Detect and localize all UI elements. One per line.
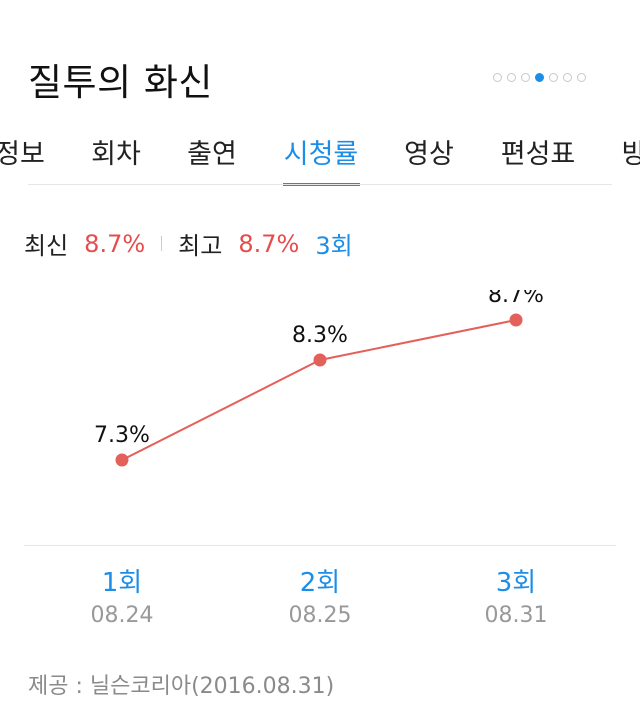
data-label: 7.3% (94, 423, 150, 448)
tab-videos[interactable]: 영상 (404, 139, 454, 170)
broadcast-date: 08.31 (484, 603, 548, 628)
x-category[interactable]: 2회 08.25 (260, 562, 380, 628)
tab-bar: 정보 회차 출연 시청률 영상 편성표 방 (0, 128, 640, 186)
data-source: 제공 : 닐슨코리아(2016.08.31) (28, 674, 335, 699)
page-indicator (493, 73, 586, 82)
summary-separator (161, 236, 163, 251)
episode-label[interactable]: 2회 (299, 568, 341, 598)
data-point[interactable] (509, 313, 523, 327)
x-category[interactable]: 1회 08.24 (62, 562, 182, 628)
ratings-summary: 최신 8.7% 최고 8.7% 3회 (24, 226, 353, 261)
data-point[interactable] (313, 353, 327, 367)
tab-episodes[interactable]: 회차 (91, 139, 141, 170)
tabs-divider (28, 184, 612, 185)
latest-label: 최신 (24, 232, 69, 260)
program-title: 질투의 화신 (28, 61, 213, 104)
tab-cast[interactable]: 출연 (187, 139, 237, 170)
page-dot[interactable] (563, 73, 572, 82)
highest-value: 8.7% (238, 229, 300, 258)
data-label: 8.3% (292, 323, 348, 348)
data-point[interactable] (115, 453, 129, 467)
tab-ratings[interactable]: 시청률 (283, 139, 359, 170)
episode-label[interactable]: 3회 (495, 568, 537, 598)
page-dot[interactable] (521, 73, 530, 82)
episode-label[interactable]: 1회 (101, 568, 143, 598)
broadcast-date: 08.25 (288, 603, 352, 628)
page-dot-active[interactable] (535, 73, 544, 82)
ratings-line-chart: 7.3% 8.3% 8.7% (94, 290, 544, 467)
page-dot[interactable] (549, 73, 558, 82)
broadcast-date: 08.24 (90, 603, 154, 628)
highest-label: 최고 (178, 232, 223, 260)
page-dot[interactable] (493, 73, 502, 82)
highest-episode[interactable]: 3회 (315, 232, 353, 260)
page-dot[interactable] (577, 73, 586, 82)
latest-value: 8.7% (84, 229, 146, 258)
tab-info[interactable]: 정보 (0, 139, 45, 170)
tab-schedule[interactable]: 편성표 (500, 139, 576, 170)
tab-broadcast[interactable]: 방 (621, 139, 640, 170)
x-category[interactable]: 3회 08.31 (456, 562, 576, 628)
chart-axis-divider (24, 545, 616, 546)
data-label: 8.7% (488, 290, 544, 308)
page-dot[interactable] (507, 73, 516, 82)
